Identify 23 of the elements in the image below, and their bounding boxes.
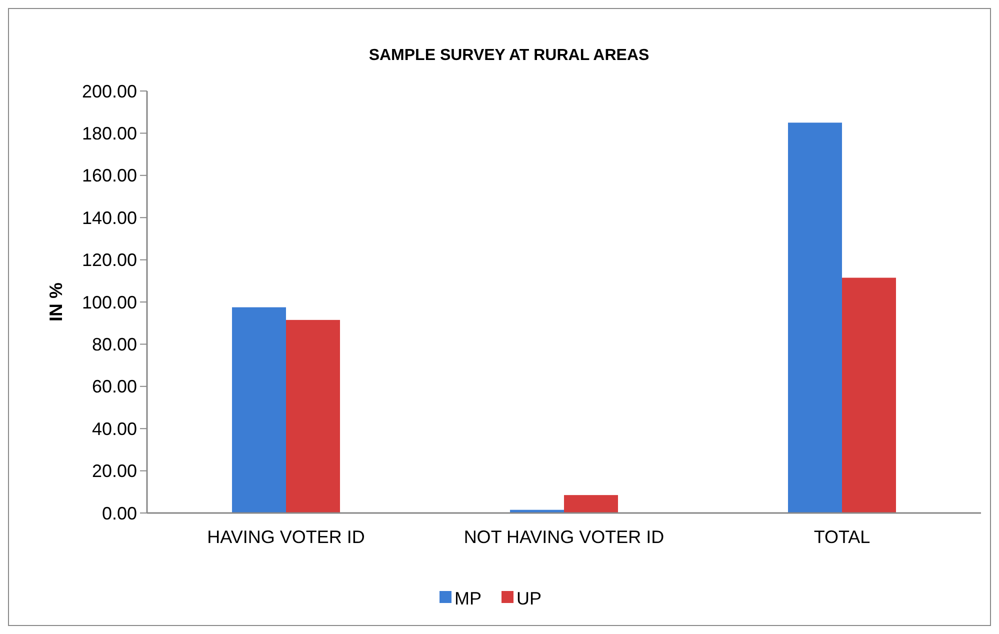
- y-tick-label: 120.00: [82, 250, 137, 270]
- y-tick-label: 100.00: [82, 292, 137, 312]
- y-tick-label: 80.00: [92, 334, 137, 354]
- y-tick-label: 0.00: [102, 503, 137, 524]
- y-tick-label: 200.00: [82, 81, 137, 102]
- x-tick-label: HAVING VOTER ID: [207, 527, 365, 547]
- bar: [788, 122, 842, 513]
- y-tick-label: 180.00: [82, 124, 137, 144]
- y-tick-label: 160.00: [82, 166, 137, 186]
- legend-label: MP: [454, 588, 482, 608]
- y-axis-title: IN %: [46, 282, 66, 322]
- chart-title: SAMPLE SURVEY AT RURAL AREAS: [368, 47, 650, 64]
- x-tick-label: TOTAL: [814, 527, 870, 547]
- y-tick-label: 140.00: [82, 208, 137, 228]
- bar: [232, 307, 286, 513]
- legend-label: UP: [516, 588, 542, 608]
- bar: [842, 278, 896, 513]
- x-tick-label: NOT HAVING VOTER ID: [464, 527, 664, 547]
- y-tick-label: 40.00: [92, 418, 137, 439]
- bar: [286, 320, 340, 513]
- bar: [564, 495, 618, 513]
- y-tick-label: 20.00: [92, 461, 137, 482]
- y-tick-label: 60.00: [92, 376, 137, 397]
